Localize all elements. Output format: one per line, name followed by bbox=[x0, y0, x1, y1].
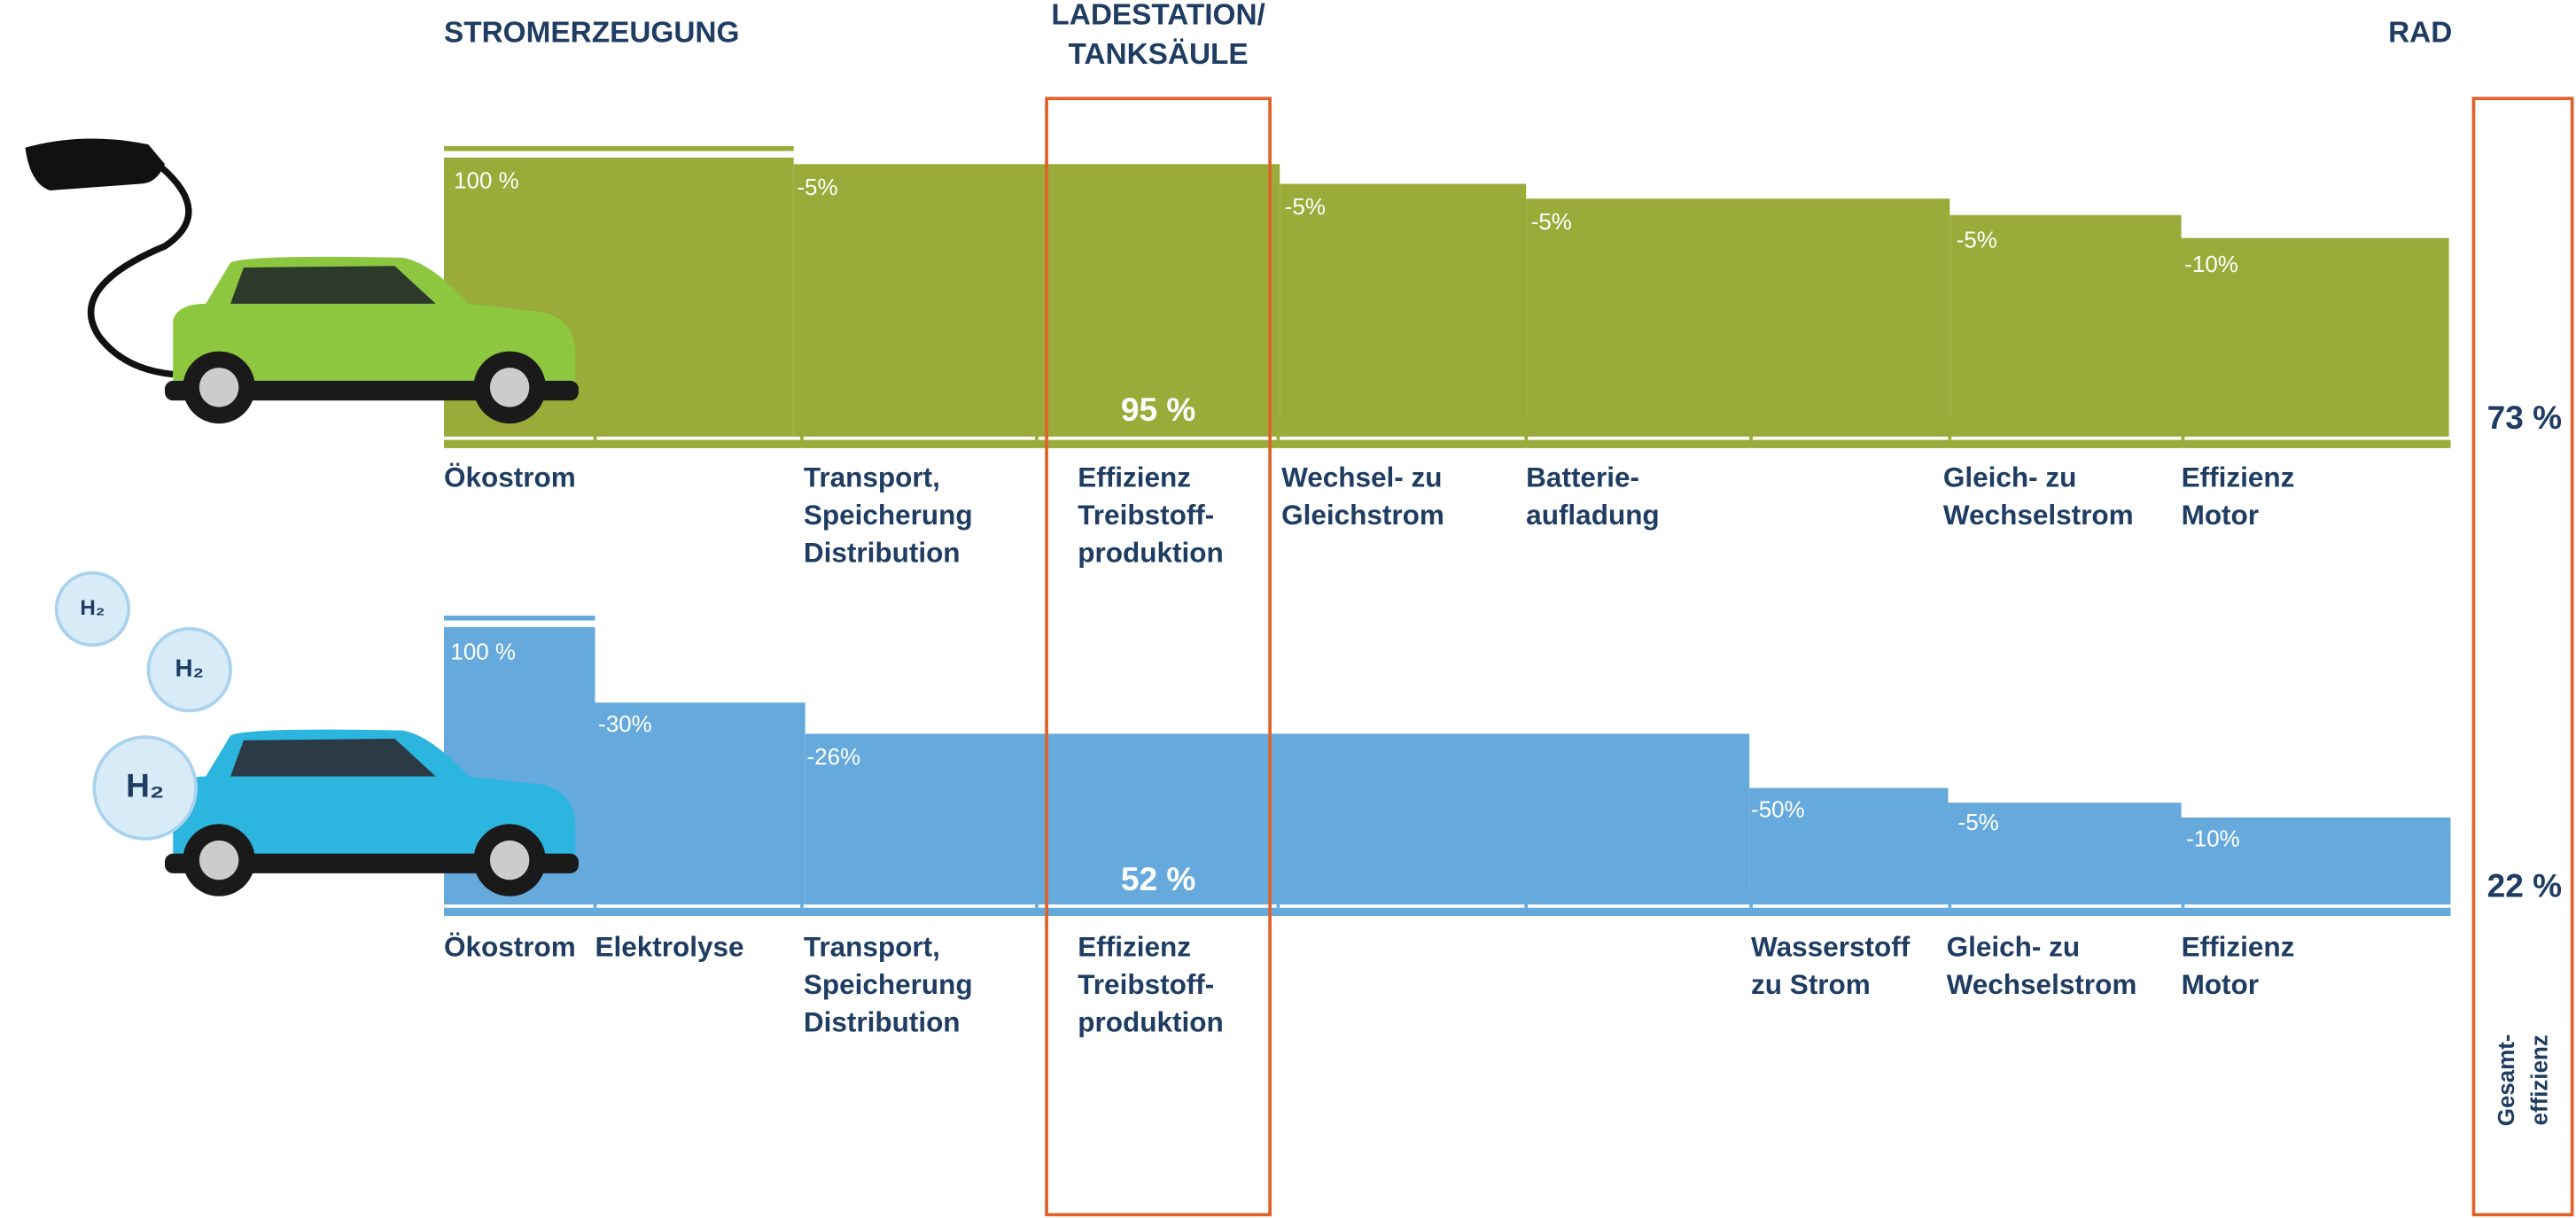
step-label: -50% bbox=[1751, 797, 1805, 822]
stage-label: Motor bbox=[2182, 499, 2259, 531]
step-label: -5% bbox=[1531, 210, 1572, 235]
hydrogen-bars bbox=[444, 615, 2451, 917]
step-label: -5% bbox=[1958, 811, 1999, 835]
battery-bars bbox=[444, 145, 2451, 448]
step-label: -5% bbox=[1957, 228, 1997, 252]
header: TANKSÄULE bbox=[1069, 38, 1249, 71]
total-frame bbox=[2471, 97, 2574, 1217]
stage-label: Gleich- zu bbox=[1947, 930, 2081, 962]
station-efficiency: 95 % bbox=[1121, 391, 1195, 428]
stage-label: zu Strom bbox=[1751, 968, 1871, 1000]
stage-label: Transport, bbox=[804, 930, 940, 962]
step-label: -30% bbox=[598, 712, 652, 737]
ticks bbox=[593, 418, 2185, 908]
header: RAD bbox=[2388, 17, 2452, 50]
texts: STROMERZEUGUNG LADESTATION/TANKSÄULE RAD 10… bbox=[444, 0, 2562, 1126]
stage-label: Wasserstoff bbox=[1751, 930, 1911, 962]
bubble-label: H₂ bbox=[126, 766, 164, 803]
stage-label: Speicherung bbox=[804, 499, 973, 531]
header: STROMERZEUGUNG bbox=[444, 17, 739, 50]
stage-label: Distribution bbox=[804, 537, 961, 569]
plug bbox=[25, 138, 192, 378]
step-label: -5% bbox=[1285, 195, 1326, 220]
stage-label: Gleichstrom bbox=[1281, 499, 1444, 531]
stage-label: Distribution bbox=[804, 1006, 961, 1038]
stage-label: Transport, bbox=[804, 461, 940, 493]
stage-label: Gleich- zu bbox=[1943, 461, 2077, 493]
stage-label: Batterie- bbox=[1526, 461, 1639, 493]
bubble-label: H₂ bbox=[175, 654, 204, 681]
stage-label: Ökostrom bbox=[444, 930, 576, 962]
stage-label: aufladung bbox=[1526, 499, 1660, 531]
station-efficiency: 52 % bbox=[1121, 860, 1195, 897]
stage-label: Speicherung bbox=[804, 968, 973, 1000]
bubble-label: H₂ bbox=[80, 596, 105, 620]
stage-label: Motor bbox=[2182, 968, 2259, 1000]
step-label: -26% bbox=[807, 745, 861, 770]
stage-label: Effizienz bbox=[1078, 930, 1191, 962]
blue-car bbox=[164, 729, 579, 896]
step-label: 100 % bbox=[454, 169, 519, 194]
step-label: -10% bbox=[2184, 252, 2238, 277]
stage-label: Wechselstrom bbox=[1947, 968, 2137, 1000]
total-caption: Gesamt- bbox=[2494, 1034, 2519, 1126]
stage-label: Wechsel- zu bbox=[1281, 461, 1442, 493]
station-frame bbox=[1045, 97, 1272, 1217]
stage-label: Wechselstrom bbox=[1943, 499, 2134, 531]
stage-label: Ökostrom bbox=[444, 461, 576, 493]
bubble bbox=[54, 570, 131, 648]
green-car bbox=[164, 256, 579, 424]
stage-label: produktion bbox=[1078, 537, 1223, 569]
header: LADESTATION/ bbox=[1051, 0, 1265, 31]
stage-label: Effizienz bbox=[2182, 930, 2295, 962]
bubble bbox=[92, 735, 198, 841]
stage-label: Effizienz bbox=[1078, 461, 1191, 493]
stage-label: Effizienz bbox=[2182, 461, 2295, 493]
bubbles: H₂ H₂ H₂ bbox=[54, 570, 232, 841]
step-label: 100 % bbox=[450, 640, 516, 664]
total-efficiency: 22 % bbox=[2487, 866, 2562, 904]
step-label: -5% bbox=[797, 175, 837, 200]
total-efficiency: 73 % bbox=[2487, 399, 2562, 436]
stage-label: produktion bbox=[1078, 1006, 1223, 1038]
stage-label: Treibstoff- bbox=[1078, 968, 1214, 1000]
bubble bbox=[146, 626, 232, 713]
stage-label: Treibstoff- bbox=[1078, 499, 1214, 531]
step-label: -10% bbox=[2186, 827, 2240, 852]
stage-label: Elektrolyse bbox=[595, 930, 743, 962]
total-caption: effizienz bbox=[2527, 1035, 2552, 1125]
